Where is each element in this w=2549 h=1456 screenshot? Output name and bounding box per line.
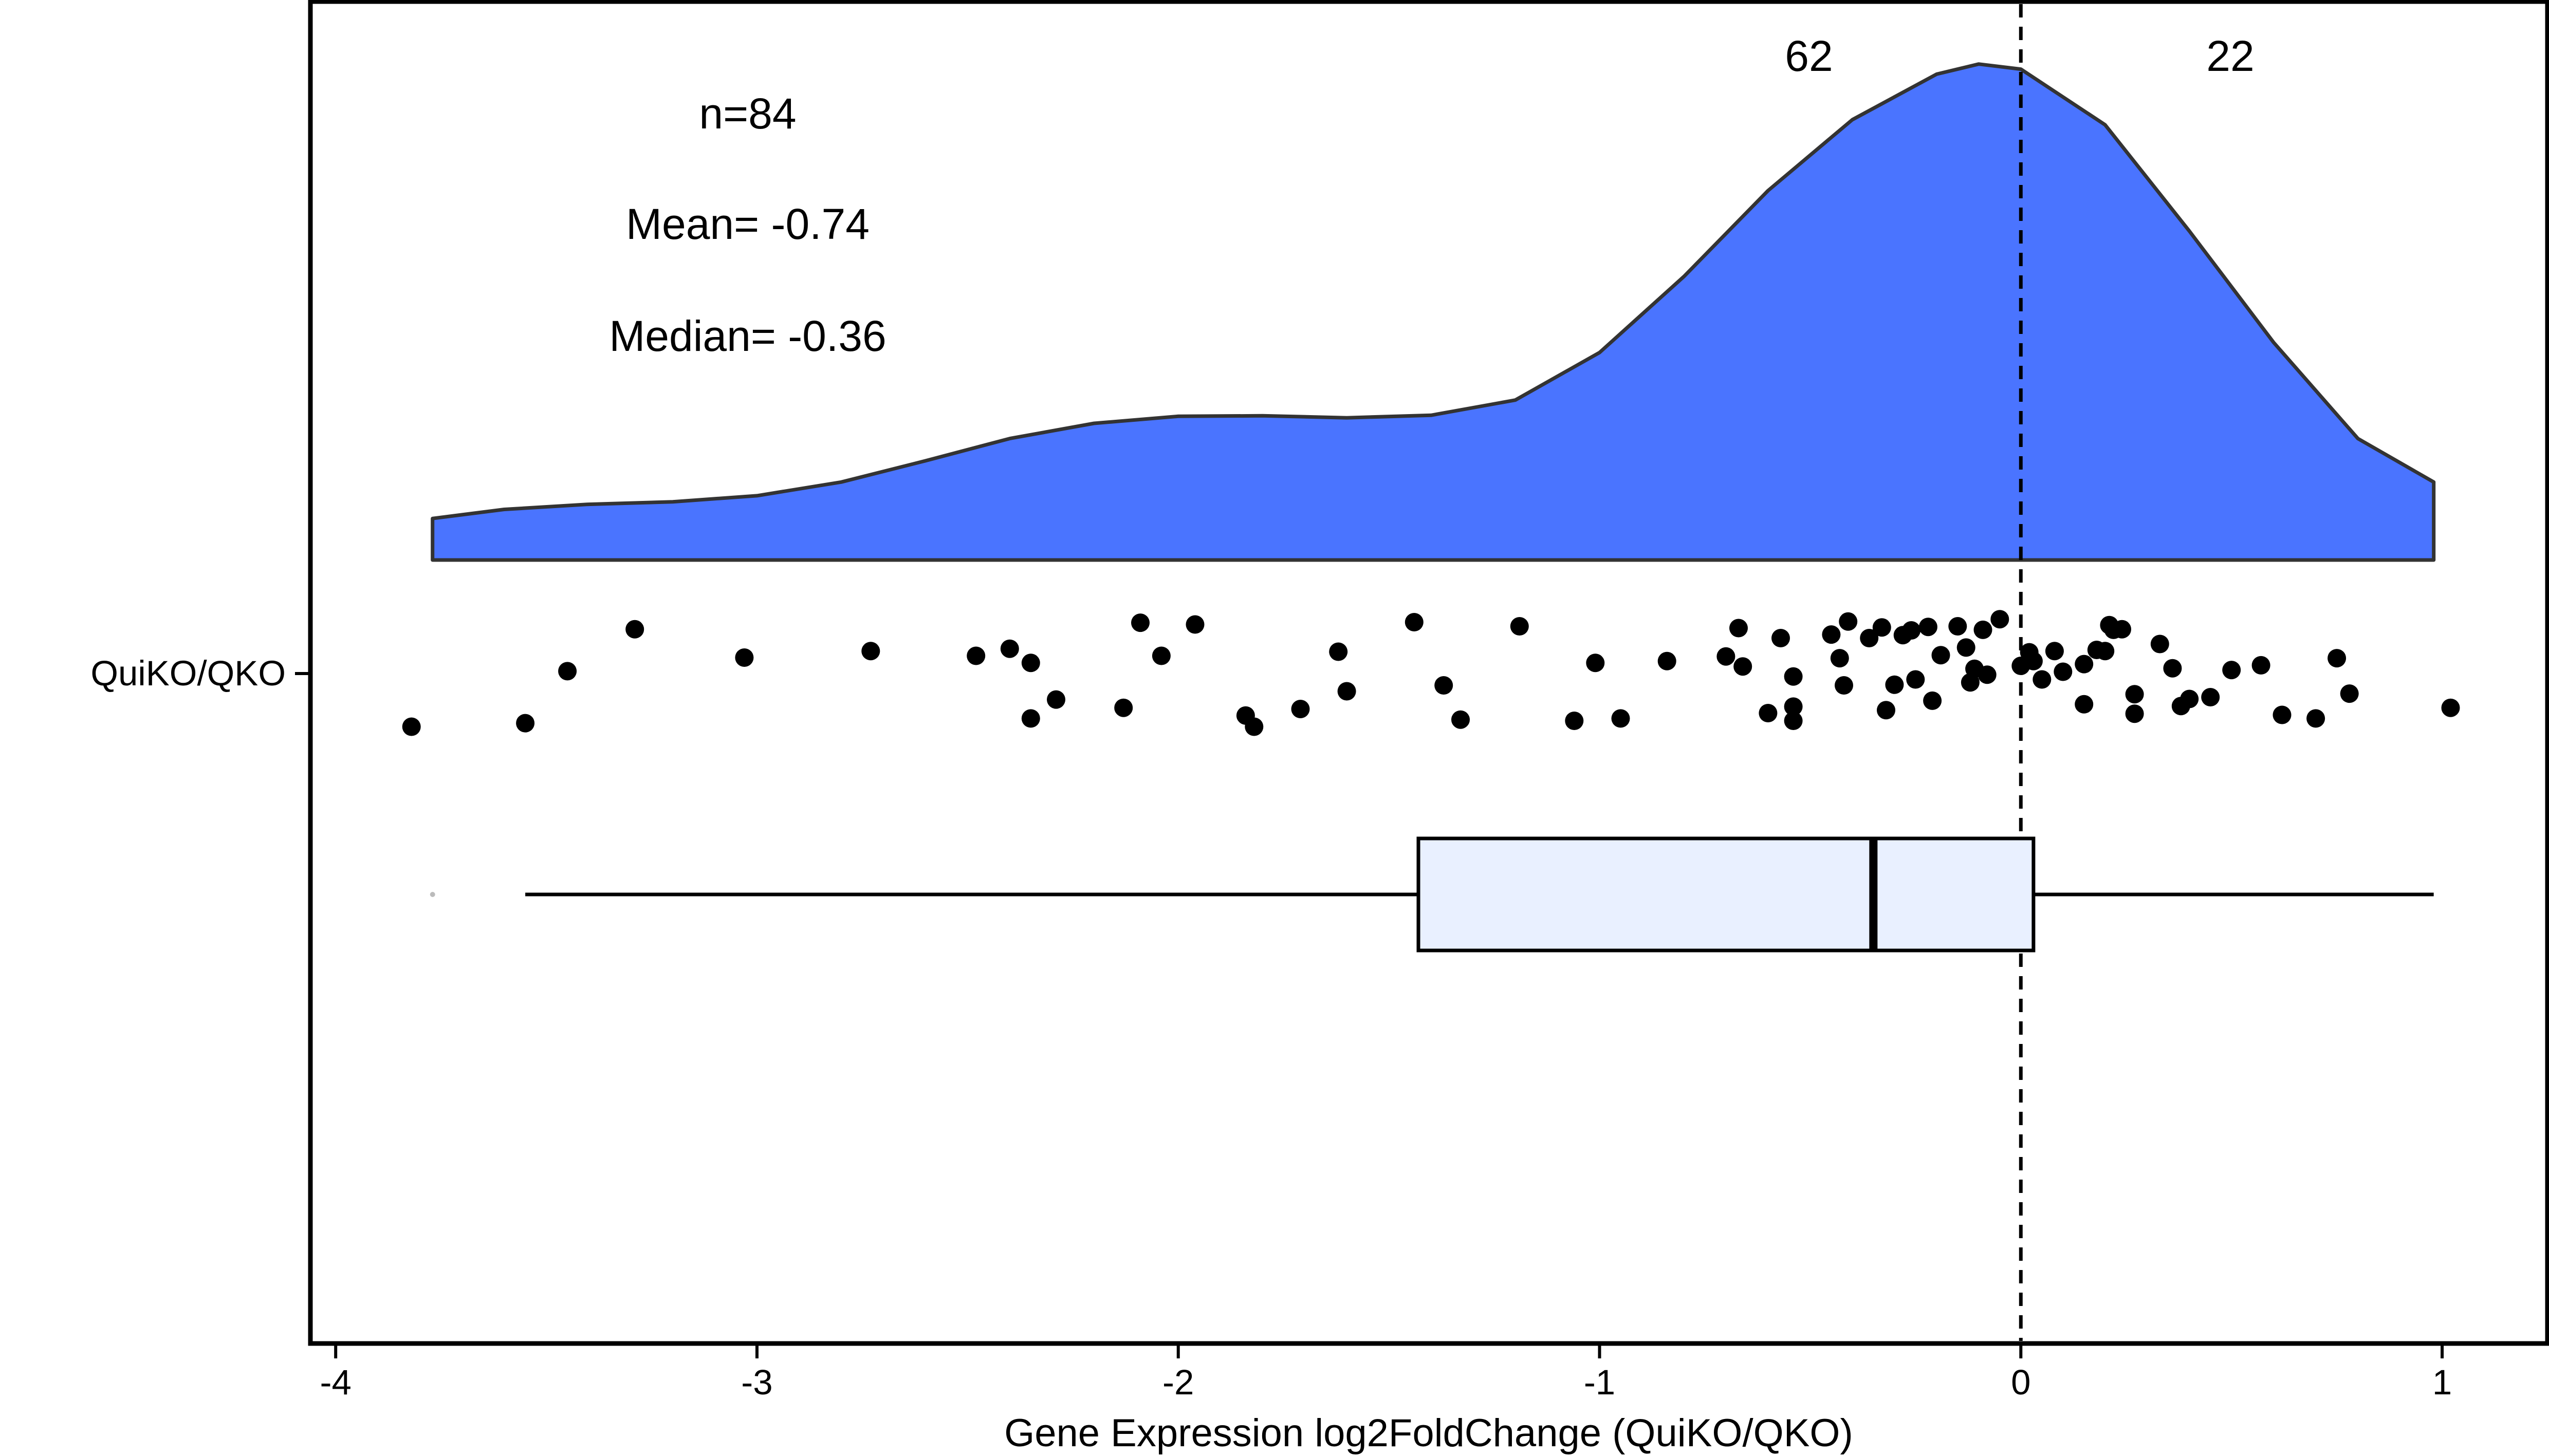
data-point: [1000, 639, 1019, 658]
density-curve: [431, 62, 2436, 562]
x-tick-label: -4: [320, 1362, 352, 1402]
data-point: [2075, 695, 2094, 714]
data-point: [1771, 629, 1790, 647]
data-point: [1021, 709, 1040, 728]
data-point: [1835, 676, 1853, 695]
data-point: [1152, 646, 1171, 665]
data-point: [1586, 654, 1605, 673]
x-tick-label: -3: [741, 1362, 772, 1402]
data-point: [2201, 688, 2220, 706]
data-point: [1923, 691, 1942, 710]
data-point: [1047, 690, 1065, 709]
x-tick-label: 1: [2432, 1362, 2452, 1402]
data-point: [516, 714, 535, 733]
data-point: [1565, 712, 1584, 730]
data-point: [1131, 613, 1150, 632]
data-point: [2125, 704, 2144, 723]
data-point: [1784, 667, 1803, 686]
jitter-points: [402, 610, 2460, 736]
data-point: [1956, 638, 1975, 657]
data-point: [2441, 698, 2460, 717]
data-point: [2306, 709, 2325, 728]
x-axis: -4 -3 -2 -1 0 1: [320, 1345, 2452, 1402]
data-point: [1931, 646, 1950, 665]
data-point: [1978, 665, 1997, 684]
x-tick-label: -1: [1584, 1362, 1615, 1402]
x-tick-label: 0: [2011, 1362, 2030, 1402]
data-point: [2273, 705, 2292, 724]
data-point: [1822, 625, 1841, 644]
data-point: [625, 620, 644, 639]
data-point: [1830, 649, 1849, 668]
data-point: [861, 642, 880, 661]
data-point: [1759, 704, 1778, 722]
data-point: [1291, 700, 1310, 718]
box-outlier: [430, 892, 435, 897]
data-point: [2075, 655, 2094, 674]
data-point: [1872, 618, 1891, 637]
annotation-left-count: 62: [1785, 32, 1833, 80]
data-point: [1405, 613, 1424, 631]
data-point: [2180, 689, 2199, 708]
data-point: [1877, 701, 1895, 720]
data-point: [1990, 610, 2009, 629]
data-point: [967, 646, 986, 665]
data-point: [2251, 656, 2270, 675]
data-point: [1729, 619, 1748, 638]
data-point: [1021, 654, 1040, 673]
density-layer: [431, 62, 2436, 562]
data-point: [2150, 634, 2169, 654]
x-tick-label: -2: [1162, 1362, 1194, 1402]
data-point: [2096, 642, 2115, 661]
data-point: [2054, 662, 2073, 681]
data-point: [1918, 618, 1937, 637]
data-point: [1510, 617, 1529, 636]
data-point: [1839, 612, 1858, 631]
annotation-n: n=84: [699, 89, 796, 138]
data-point: [1973, 620, 1992, 639]
data-point: [2024, 651, 2043, 670]
data-point: [2113, 620, 2131, 639]
data-point: [2328, 649, 2347, 668]
group-label: QuiKO/QKO: [90, 654, 286, 693]
data-point: [2045, 642, 2064, 661]
data-point: [1784, 697, 1803, 716]
data-point: [1657, 651, 1676, 670]
data-point: [1611, 709, 1630, 728]
box-iqr: [1416, 836, 2036, 953]
data-point: [1948, 617, 1967, 636]
data-point: [1245, 717, 1264, 736]
data-point: [1329, 642, 1348, 661]
data-point: [2222, 661, 2241, 680]
data-point: [1902, 621, 1921, 640]
data-point: [1114, 698, 1133, 717]
annotation-median: Median= -0.36: [609, 312, 886, 360]
data-point: [1860, 629, 1879, 647]
x-axis-title: Gene Expression log2FoldChange (QuiKO/QK…: [1004, 1411, 1853, 1455]
data-point: [1186, 615, 1205, 634]
data-point: [1716, 647, 1735, 666]
data-point: [735, 648, 754, 667]
boxplot-layer: [430, 836, 2434, 953]
data-point: [2340, 684, 2359, 703]
data-point: [1885, 675, 1904, 694]
data-point: [1906, 670, 1925, 689]
data-point: [1434, 676, 1453, 695]
data-point: [2033, 670, 2052, 689]
data-point: [1337, 682, 1356, 701]
data-point: [558, 662, 577, 681]
data-point: [1784, 712, 1803, 730]
data-point: [402, 717, 421, 736]
data-point: [2125, 685, 2144, 704]
annotation-right-count: 22: [2206, 32, 2254, 80]
data-point: [1733, 657, 1752, 676]
data-point: [2163, 659, 2182, 678]
plot-panel-border: [308, 0, 2549, 1346]
annotation-mean: Mean= -0.74: [626, 200, 870, 248]
data-point: [1451, 710, 1470, 729]
